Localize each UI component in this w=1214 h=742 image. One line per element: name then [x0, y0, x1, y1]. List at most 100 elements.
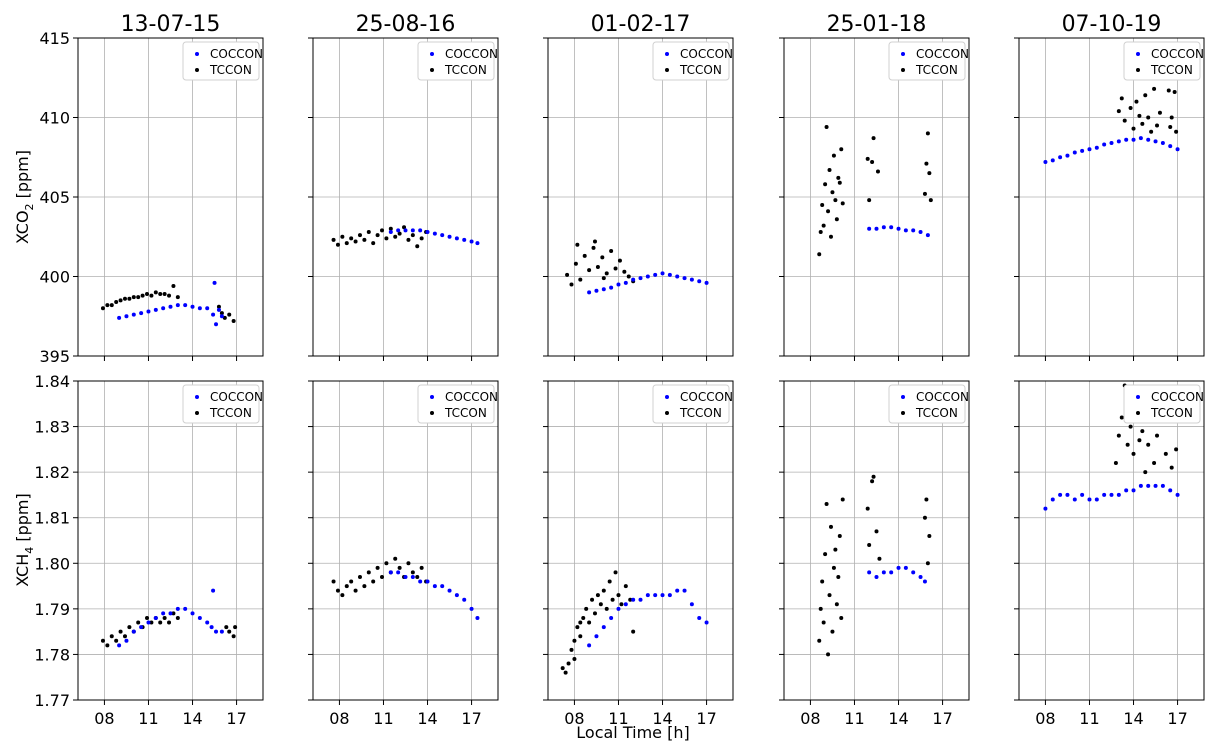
- coccon-point: [689, 277, 694, 282]
- coccon-point: [410, 574, 415, 579]
- coccon-point: [183, 606, 188, 611]
- x-tick-label: 11: [373, 709, 393, 728]
- tccon-point: [227, 312, 232, 317]
- x-tick-label: 17: [932, 709, 952, 728]
- tccon-point: [631, 629, 636, 634]
- tccon-point: [818, 229, 823, 234]
- tccon-point: [818, 606, 823, 611]
- legend-marker-tccon: [1136, 411, 1140, 415]
- tccon-point: [1152, 461, 1157, 466]
- tccon-point: [565, 272, 570, 277]
- tccon-point: [227, 629, 232, 634]
- tccon-point: [335, 242, 340, 247]
- tccon-point: [1163, 451, 1168, 456]
- tccon-point: [628, 597, 633, 602]
- subplot-xco2: 395 400 405 410 415 COCCON TCCON: [39, 29, 264, 366]
- tccon-point: [837, 533, 842, 538]
- tccon-point: [572, 656, 577, 661]
- tccon-point: [397, 231, 402, 236]
- coccon-point: [1102, 142, 1107, 147]
- y-tick-label: 1.79: [34, 600, 70, 619]
- coccon-point: [881, 225, 886, 230]
- coccon-point: [1168, 144, 1173, 149]
- legend-label-coccon: COCCON: [916, 390, 969, 404]
- coccon-point: [418, 579, 423, 584]
- panel-title: 07-10-19: [1062, 12, 1162, 37]
- tccon-point: [830, 629, 835, 634]
- tccon-point: [1146, 442, 1151, 447]
- coccon-point: [1160, 483, 1165, 488]
- coccon-point: [1043, 160, 1048, 165]
- tccon-point: [833, 547, 838, 552]
- tccon-point: [617, 258, 622, 263]
- coccon-point: [645, 274, 650, 279]
- legend-marker-coccon: [430, 395, 434, 399]
- coccon-point: [911, 570, 916, 575]
- tccon-point: [590, 597, 595, 602]
- coccon-point: [631, 597, 636, 602]
- legend-marker-coccon: [1136, 395, 1140, 399]
- coccon-point: [1160, 140, 1165, 145]
- tccon-point: [823, 552, 828, 557]
- legend-label-coccon: COCCON: [680, 47, 733, 61]
- tccon-point: [584, 606, 589, 611]
- legend-marker-tccon: [665, 68, 669, 72]
- legend-marker-coccon: [665, 52, 669, 56]
- tccon-point: [158, 620, 163, 625]
- tccon-point: [820, 202, 825, 207]
- coccon-point: [653, 272, 658, 277]
- coccon-point: [889, 225, 894, 230]
- legend-label-tccon: TCCON: [679, 406, 722, 420]
- tccon-point: [162, 615, 167, 620]
- y-tick-label: 1.81: [34, 509, 70, 528]
- coccon-point: [153, 615, 158, 620]
- tccon-point: [836, 574, 841, 579]
- tccon-point: [149, 620, 154, 625]
- tccon-point: [353, 588, 358, 593]
- tccon-point: [1143, 93, 1148, 98]
- legend-marker-coccon: [1136, 52, 1140, 56]
- coccon-point: [1065, 153, 1070, 158]
- subplot-xco2: COCCON TCCON: [779, 37, 970, 361]
- coccon-point: [425, 229, 430, 234]
- coccon-point: [1131, 137, 1136, 142]
- legend-label-tccon: TCCON: [209, 63, 252, 77]
- coccon-point: [454, 593, 459, 598]
- coccon-point: [1087, 497, 1092, 502]
- tccon-point: [604, 271, 609, 276]
- tccon-point: [1122, 118, 1127, 123]
- tccon-point: [591, 245, 596, 250]
- axes-frame: [312, 37, 499, 357]
- tccon-point: [836, 175, 841, 180]
- tccon-point: [821, 620, 826, 625]
- tccon-point: [375, 233, 380, 238]
- legend-box: [182, 41, 260, 81]
- tccon-point: [1134, 99, 1139, 104]
- legend-box: [1123, 384, 1201, 424]
- coccon-point: [587, 643, 592, 648]
- subplot-xch4: 08 11 14 17 COCCON TCCON: [308, 380, 499, 728]
- coccon-point: [211, 312, 216, 317]
- legend-marker-coccon: [430, 52, 434, 56]
- tccon-point: [601, 276, 606, 281]
- x-tick-label: 14: [652, 709, 672, 728]
- subplot-xco2: COCCON TCCON: [543, 37, 734, 361]
- data-points: [560, 570, 709, 675]
- coccon-point: [1065, 492, 1070, 497]
- tccon-point: [837, 180, 842, 185]
- subplot-xco2: COCCON TCCON: [308, 37, 499, 361]
- tccon-point: [569, 282, 574, 287]
- legend-label-coccon: COCCON: [1151, 390, 1204, 404]
- axes-frame: [312, 380, 499, 701]
- x-tick-label: 14: [1123, 709, 1143, 728]
- tccon-point: [171, 611, 176, 616]
- coccon-point: [117, 643, 122, 648]
- tccon-point: [613, 266, 618, 271]
- tccon-point: [1131, 126, 1136, 131]
- tccon-point: [826, 652, 831, 657]
- coccon-point: [190, 304, 195, 309]
- tccon-point: [1155, 123, 1160, 128]
- y-tick-label: 1.83: [34, 418, 70, 437]
- coccon-point: [922, 579, 927, 584]
- tccon-point: [613, 570, 618, 575]
